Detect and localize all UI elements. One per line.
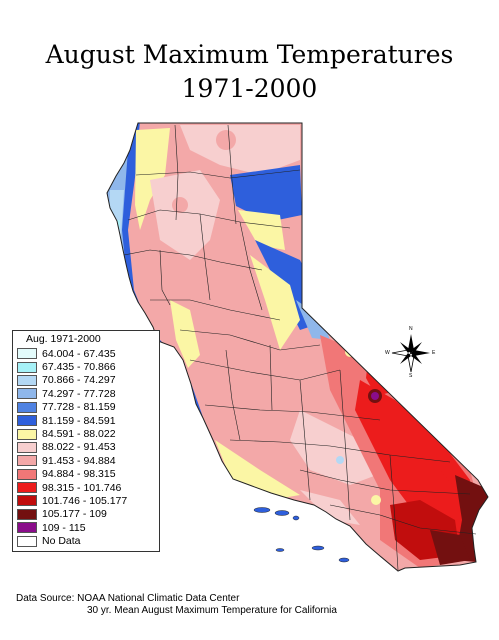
legend-item: 88.022 - 91.453 [17, 441, 155, 454]
legend-item: 74.297 - 77.728 [17, 387, 155, 400]
legend-label: 67.435 - 70.866 [42, 361, 116, 374]
legend-item: 70.866 - 74.297 [17, 374, 155, 387]
legend-label: 91.453 - 94.884 [42, 454, 116, 467]
legend-item: 94.884 - 98.315 [17, 468, 155, 481]
legend-label: 105.177 - 109 [42, 508, 107, 521]
legend-swatch [17, 508, 37, 520]
map-title: August Maximum Temperatures [45, 40, 454, 69]
legend-item: 81.159 - 84.591 [17, 414, 155, 427]
legend-item: 84.591 - 88.022 [17, 427, 155, 440]
source-line-2: 30 yr. Mean August Maximum Temperature f… [87, 605, 337, 616]
legend-item: No Data [17, 534, 155, 547]
legend-swatch [17, 495, 37, 507]
legend-rows: 64.004 - 67.435 67.435 - 70.866 70.866 - 7… [17, 347, 155, 548]
legend-swatch [17, 455, 37, 467]
source-line-1: Data Source: NOAA National Climatic Data… [16, 593, 240, 604]
legend-item: 64.004 - 67.435 [17, 347, 155, 360]
legend-label: 84.591 - 88.022 [42, 428, 116, 441]
legend-item: 105.177 - 109 [17, 508, 155, 521]
legend-swatch [17, 361, 37, 373]
legend-title: Aug. 1971-2000 [26, 333, 101, 345]
legend-label: 64.004 - 67.435 [42, 347, 116, 360]
legend-item: 101.746 - 105.177 [17, 494, 155, 507]
legend-swatch [17, 535, 37, 547]
legend-item: 77.728 - 81.159 [17, 401, 155, 414]
legend-label: 109 - 115 [42, 521, 86, 534]
legend-label: 88.022 - 91.453 [42, 441, 116, 454]
compass-rose-icon [391, 334, 430, 373]
legend-swatch [17, 401, 37, 413]
legend-label: 98.315 - 101.746 [42, 481, 122, 494]
legend-label: 94.884 - 98.315 [42, 468, 116, 481]
temperature-legend: Aug. 1971-2000 64.004 - 67.435 67.435 - 7… [12, 330, 160, 552]
legend-swatch [17, 415, 37, 427]
compass-n-label: N [409, 326, 413, 332]
legend-label: 77.728 - 81.159 [42, 401, 116, 414]
legend-swatch [17, 441, 37, 453]
legend-label: 101.746 - 105.177 [42, 494, 128, 507]
legend-swatch [17, 482, 37, 494]
legend-item: 109 - 115 [17, 521, 155, 534]
legend-label: No Data [42, 535, 81, 548]
legend-label: 70.866 - 74.297 [42, 374, 116, 387]
county-boundaries [123, 124, 477, 571]
legend-label: 81.159 - 84.591 [42, 414, 116, 427]
legend-swatch [17, 468, 37, 480]
channel-islands [253, 507, 350, 563]
compass-s-label: S [409, 373, 413, 379]
legend-swatch [17, 522, 37, 534]
legend-swatch [17, 374, 37, 386]
legend-swatch [17, 348, 37, 360]
legend-item: 91.453 - 94.884 [17, 454, 155, 467]
compass-w-label: W [385, 350, 390, 356]
legend-swatch [17, 428, 37, 440]
legend-label: 74.297 - 77.728 [42, 387, 116, 400]
north-arrow-compass: N S W E [385, 326, 436, 379]
data-source-note: Data Source: NOAA National Climatic Data… [16, 593, 337, 617]
map-subtitle: 1971-2000 [181, 74, 318, 103]
compass-e-label: E [432, 350, 436, 356]
legend-swatch [17, 388, 37, 400]
legend-item: 67.435 - 70.866 [17, 360, 155, 373]
legend-item: 98.315 - 101.746 [17, 481, 155, 494]
